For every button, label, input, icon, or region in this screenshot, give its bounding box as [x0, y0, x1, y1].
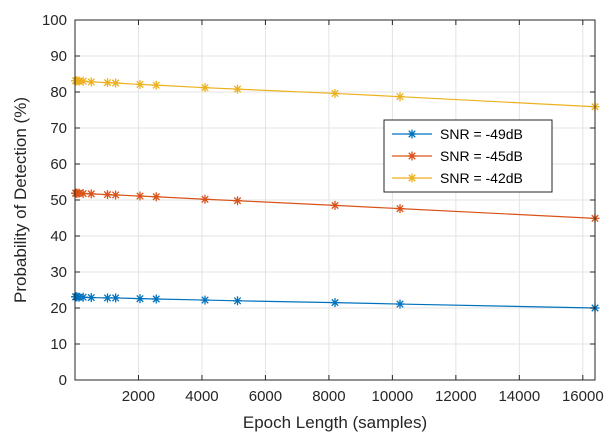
legend-marker — [407, 173, 417, 183]
x-tick-label: 2000 — [122, 388, 155, 405]
y-tick-label: 0 — [59, 372, 67, 389]
legend-label: SNR = -49dB — [440, 126, 523, 142]
data-point — [330, 298, 340, 308]
y-tick-label: 100 — [42, 12, 67, 29]
data-point — [151, 80, 161, 90]
data-point — [103, 293, 112, 303]
data-point — [233, 296, 242, 306]
data-point — [330, 88, 340, 98]
data-point — [233, 196, 242, 206]
y-tick-label: 10 — [50, 336, 67, 353]
data-point — [395, 204, 405, 214]
y-tick-label: 20 — [50, 300, 67, 317]
series-1 — [71, 292, 600, 313]
data-point — [86, 293, 96, 303]
data-point — [135, 79, 145, 89]
legend-label: SNR = -42dB — [440, 170, 523, 186]
legend-item: SNR = -42dB — [392, 170, 523, 186]
legend-marker — [407, 129, 417, 139]
data-point — [103, 78, 112, 88]
data-point — [151, 192, 161, 202]
data-point — [111, 190, 121, 200]
y-tick-label: 80 — [50, 84, 67, 101]
x-tick-label: 8000 — [312, 388, 345, 405]
data-point — [86, 77, 96, 87]
axis-ticks: 0 10 20 30 40 50 60 70 80 90 100 2000 4000 6000 8000 10… — [42, 12, 604, 405]
x-tick-label: 16000 — [562, 388, 604, 405]
x-tick-label: 14000 — [498, 388, 540, 405]
data-point — [78, 189, 88, 199]
legend-marker — [407, 151, 417, 161]
legend-item: SNR = -49dB — [392, 126, 523, 142]
y-tick-label: 40 — [50, 228, 67, 245]
data-point — [200, 83, 210, 93]
x-tick-label: 6000 — [249, 388, 282, 405]
data-point — [135, 191, 145, 201]
series-layer — [71, 76, 600, 313]
y-tick-label: 70 — [50, 120, 67, 137]
data-point — [233, 84, 242, 94]
y-axis-label: Probability of Detection (%) — [11, 97, 30, 303]
data-point — [135, 294, 145, 304]
y-tick-label: 90 — [50, 48, 67, 65]
data-point — [151, 294, 161, 304]
legend: SNR = -49dB SNR = -45dB SNR = -42dB — [383, 119, 553, 193]
data-point — [86, 189, 96, 199]
data-point — [395, 92, 405, 102]
legend-label: SNR = -45dB — [440, 148, 523, 164]
legend-item: SNR = -45dB — [392, 148, 523, 164]
y-tick-label: 30 — [50, 264, 67, 281]
data-point — [330, 200, 340, 210]
data-point — [78, 76, 88, 86]
x-axis-label: Epoch Length (samples) — [243, 413, 427, 432]
data-point — [200, 295, 210, 305]
y-tick-label: 50 — [50, 192, 67, 209]
data-point — [111, 78, 121, 88]
data-point — [103, 190, 112, 200]
y-tick-label: 60 — [50, 156, 67, 173]
series-3 — [71, 76, 600, 112]
data-point — [111, 293, 121, 303]
x-tick-label: 4000 — [185, 388, 218, 405]
x-tick-label: 10000 — [372, 388, 414, 405]
data-point — [395, 299, 405, 309]
data-point — [78, 292, 88, 302]
x-tick-label: 12000 — [435, 388, 477, 405]
data-point — [200, 194, 210, 204]
